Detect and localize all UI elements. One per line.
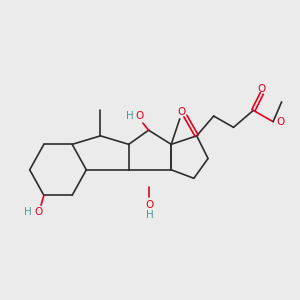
- Text: O: O: [276, 117, 284, 127]
- Text: O: O: [146, 200, 154, 210]
- Text: H: H: [126, 111, 134, 121]
- Text: O: O: [135, 111, 144, 121]
- Text: O: O: [34, 207, 42, 217]
- Text: O: O: [258, 84, 266, 94]
- Text: O: O: [177, 107, 185, 117]
- Text: H: H: [24, 207, 32, 217]
- Text: H: H: [146, 210, 154, 220]
